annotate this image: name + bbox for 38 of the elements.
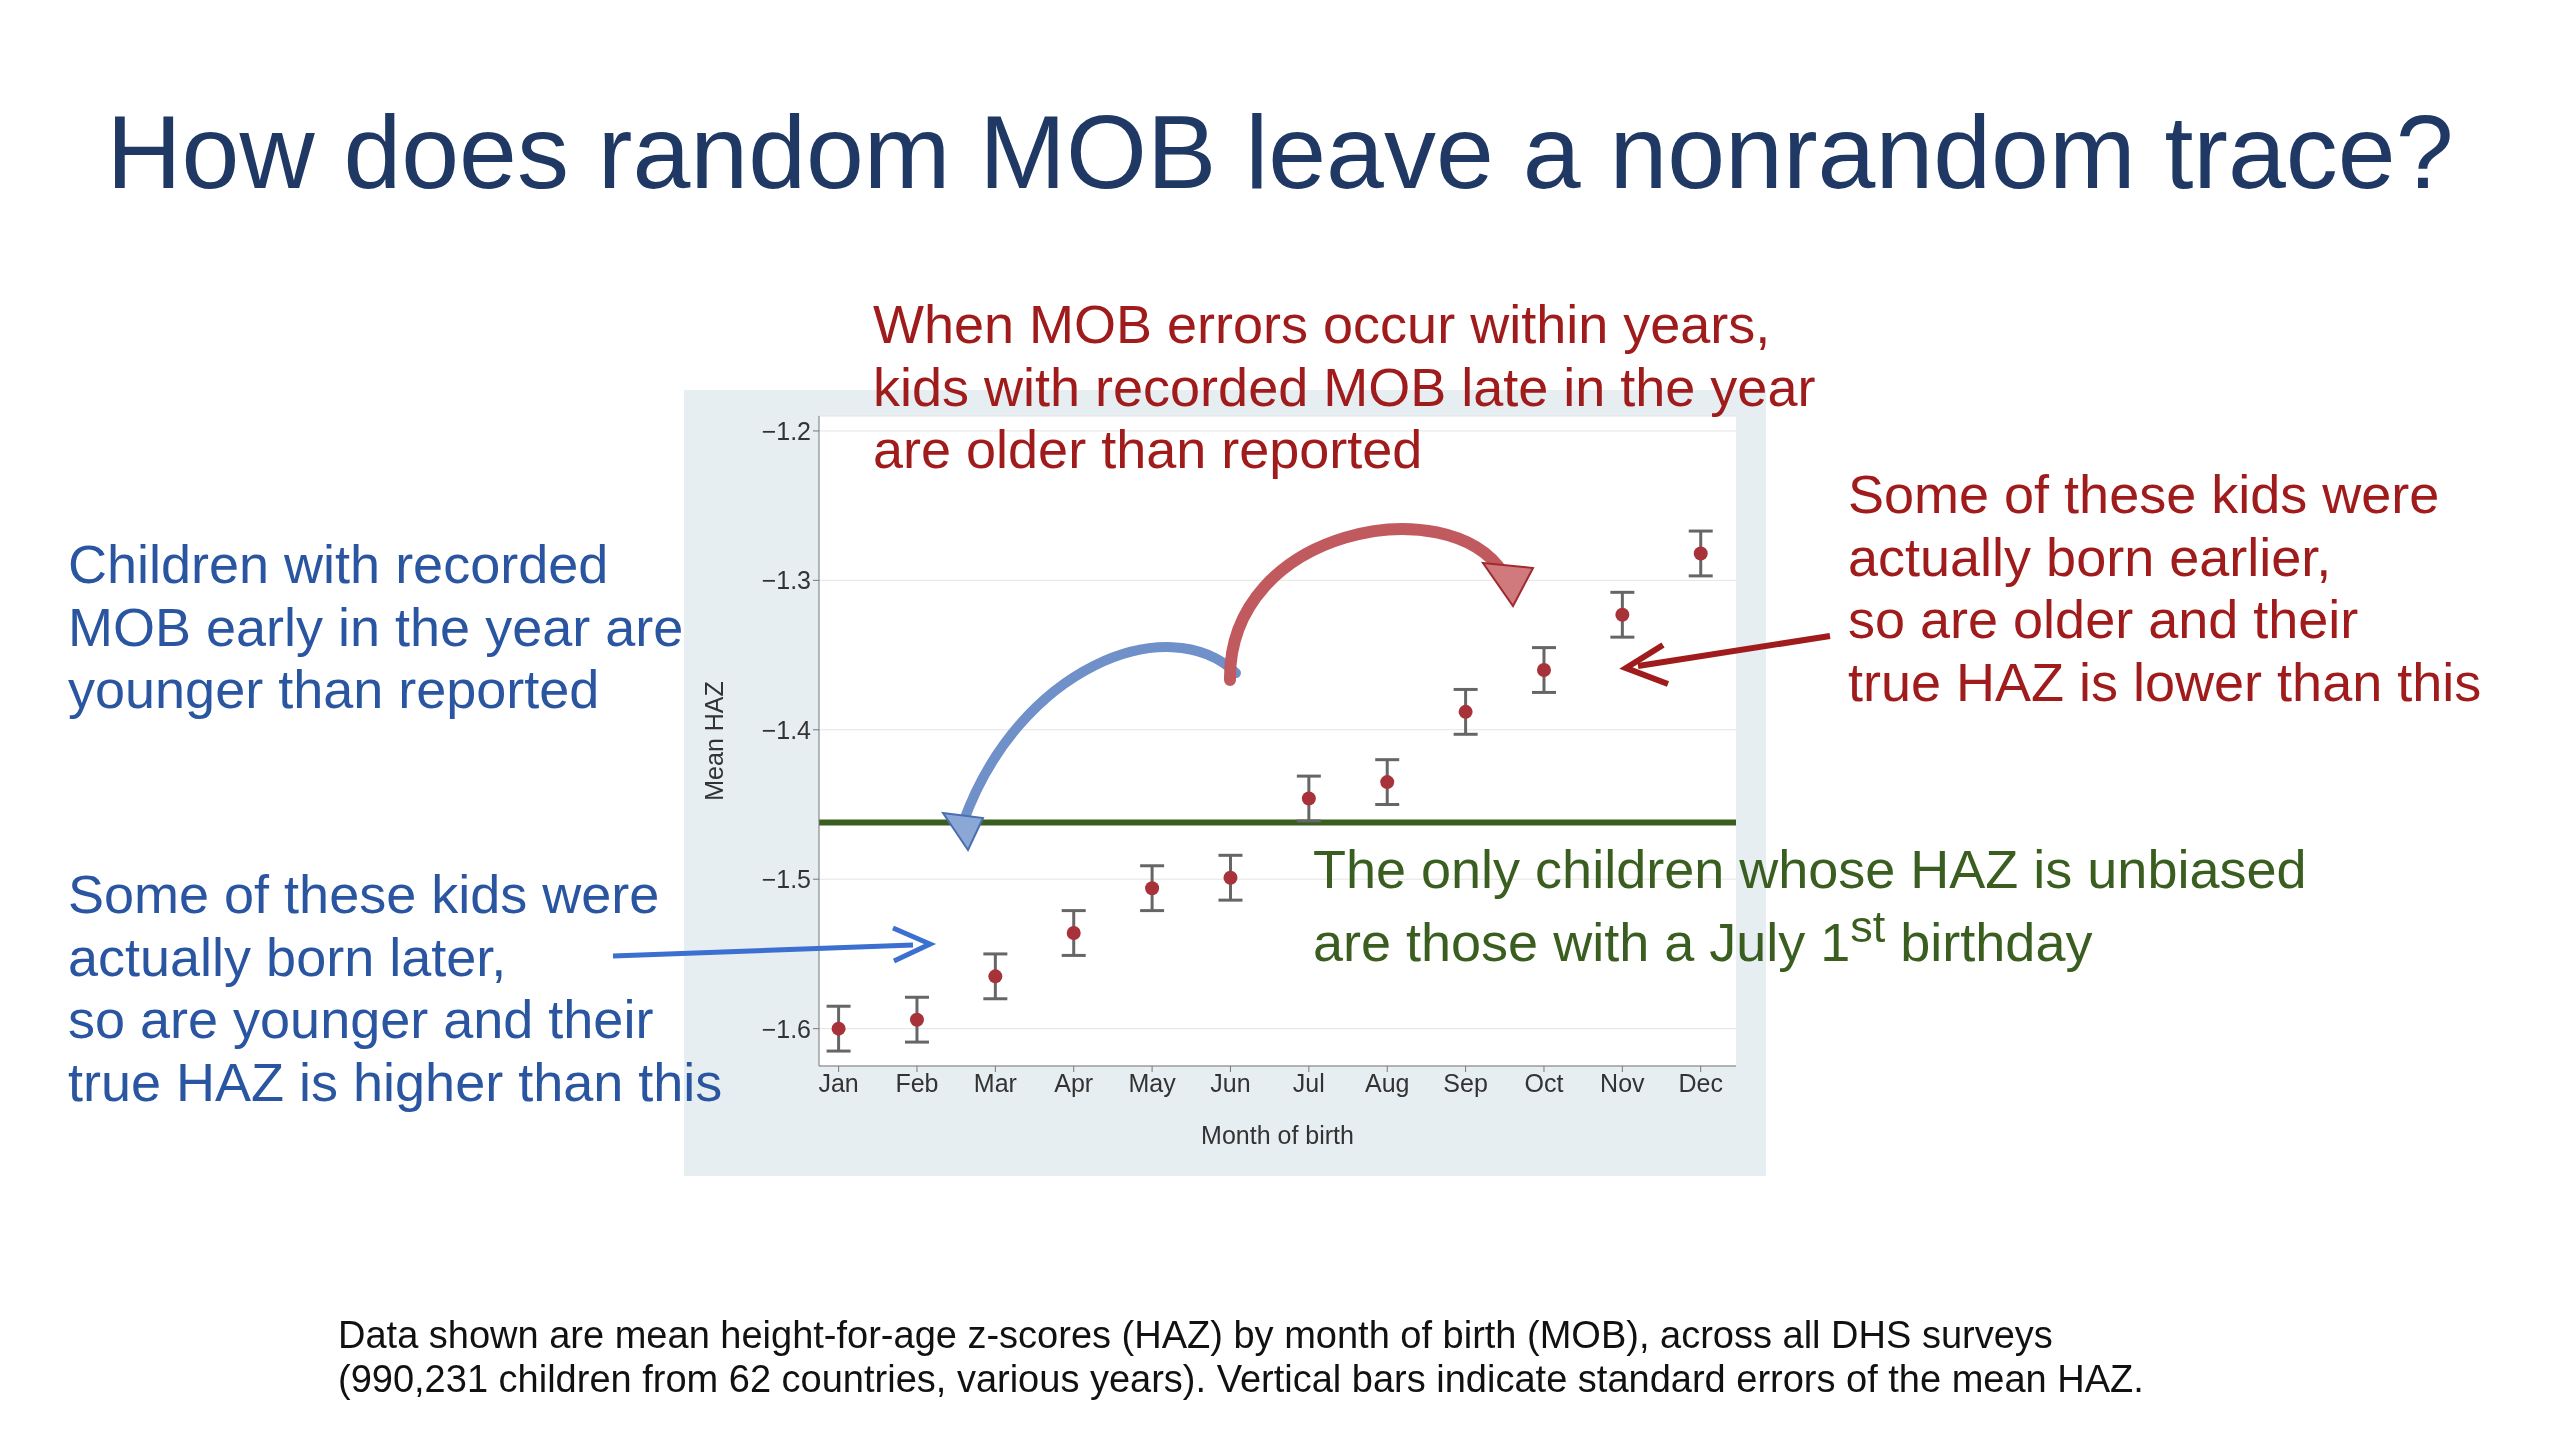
y-tick-label: −1.5	[761, 865, 811, 894]
point	[1380, 775, 1395, 790]
x-tick-label: Aug	[1364, 1068, 1410, 1097]
point	[988, 969, 1003, 984]
annotation: When MOB errors occur within years, kids with recorded MOB late in the year are older than reported	[873, 293, 1816, 481]
x-tick-label: Jun	[1210, 1068, 1251, 1097]
point	[831, 1021, 846, 1036]
x-tick-label: Feb	[895, 1068, 939, 1097]
x-tick-label: Sep	[1443, 1068, 1488, 1097]
x-tick-label: Oct	[1524, 1068, 1564, 1097]
point	[1223, 870, 1238, 885]
text: Data shown are mean height-for-age z-scores (HAZ) by month of birth (MOB), across all DHS surveys (990,231 children from 62 countries, various years). Vertical bars indicate standard errors of the mean HAZ.	[338, 1313, 2144, 1402]
point	[909, 1012, 924, 1027]
point	[1066, 926, 1081, 941]
text: Children with recorded MOB early in the year are younger than reported	[68, 533, 684, 721]
y-tick-label: −1.2	[761, 416, 811, 445]
x-axis-title: Month of birth	[1201, 1121, 1354, 1149]
chart-title: How does random MOB leave a nonrandom trace?	[105, 93, 2455, 212]
x-tick-label: Jul	[1292, 1068, 1325, 1097]
point	[1615, 607, 1630, 622]
x-tick-label: Jan	[818, 1068, 859, 1097]
point	[1693, 546, 1708, 561]
y-tick-label: −1.4	[761, 715, 812, 744]
x-tick-label: Mar	[973, 1068, 1017, 1097]
x-tick-label: Nov	[1600, 1068, 1646, 1097]
y-tick-label: −1.3	[761, 566, 811, 595]
y-tick-label: −1.6	[761, 1014, 811, 1043]
point	[1301, 791, 1316, 806]
point	[1145, 881, 1160, 896]
point	[1458, 704, 1473, 719]
text: Some of these kids were actually born later, so are younger and their true HAZ is higher than this	[68, 863, 723, 1114]
y-axis-title: Mean HAZ	[699, 681, 728, 801]
text: Some of these kids were actually born earlier, so are older and their true HAZ is lower than this	[1848, 463, 2482, 714]
annotation: The only children whose HAZ is unbiased are those with a July 1$^{st}$ birthday	[1313, 838, 2307, 974]
x-tick-label: Dec	[1678, 1068, 1723, 1097]
point	[1536, 663, 1551, 678]
x-tick-label: Apr	[1054, 1068, 1094, 1097]
x-tick-label: May	[1128, 1068, 1177, 1097]
